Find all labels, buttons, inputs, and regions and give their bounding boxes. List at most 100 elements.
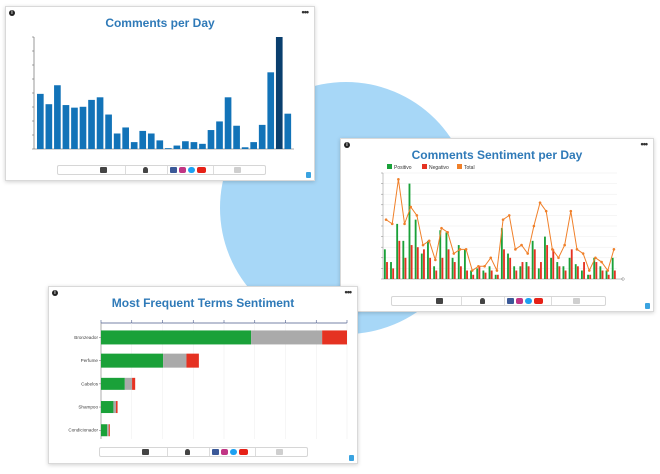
- negative-bar: [398, 240, 401, 279]
- total-point: [612, 248, 616, 251]
- info-icon[interactable]: i: [52, 290, 58, 296]
- facebook-icon[interactable]: [169, 167, 177, 173]
- negative-bar: [459, 266, 462, 279]
- total-point: [594, 256, 597, 260]
- calendar-icon[interactable]: [100, 167, 108, 173]
- info-icon[interactable]: i: [344, 142, 350, 148]
- instagram-icon[interactable]: [516, 298, 524, 304]
- positive-bar: [537, 268, 540, 279]
- positive-bar: [544, 236, 546, 279]
- positive-segment: [101, 401, 114, 414]
- info-icon[interactable]: i: [9, 10, 15, 16]
- total-point: [606, 269, 610, 272]
- positive-bar: [519, 266, 522, 279]
- toolbar-group: [166, 166, 210, 174]
- calendar-icon[interactable]: [435, 298, 443, 304]
- toolbar-separator: [124, 166, 126, 174]
- toolbar-group: [208, 448, 252, 456]
- bar: [96, 97, 104, 149]
- twitter-icon[interactable]: [187, 167, 195, 173]
- bar: [105, 114, 112, 149]
- positive-bar: [587, 274, 589, 279]
- more-options-icon[interactable]: •••: [301, 7, 310, 17]
- positive-bar: [390, 262, 392, 279]
- user-icon[interactable]: [185, 449, 191, 455]
- comments-sentiment-card: i ••• Comments Sentiment per Day Positiv…: [340, 138, 654, 312]
- negative-bar: [435, 270, 438, 279]
- bar: [88, 99, 95, 149]
- negative-bar: [527, 266, 530, 279]
- total-point: [458, 248, 462, 251]
- total-point: [520, 243, 523, 247]
- facebook-icon[interactable]: [507, 298, 515, 304]
- youtube-icon[interactable]: [534, 298, 544, 304]
- facebook-icon[interactable]: [211, 449, 219, 455]
- positive-bar: [599, 266, 602, 279]
- twitter-icon[interactable]: [229, 449, 237, 455]
- total-point: [464, 248, 468, 251]
- total-point: [489, 256, 493, 260]
- toolbar-separator: [460, 297, 462, 305]
- neutral-segment: [107, 424, 109, 437]
- positive-bar: [500, 228, 503, 279]
- negative-bar: [386, 262, 388, 279]
- bar: [45, 104, 53, 149]
- toolbar-group: [417, 297, 461, 305]
- user-icon[interactable]: [479, 298, 485, 304]
- negative-bar: [601, 270, 604, 279]
- bar: [233, 125, 240, 149]
- bar: [284, 113, 292, 149]
- table-icon[interactable]: [234, 167, 242, 173]
- negative-bar: [595, 262, 598, 279]
- bar: [207, 130, 215, 149]
- corner-badge: [349, 455, 354, 461]
- negative-bar: [515, 270, 518, 279]
- negative-bar: [410, 245, 413, 279]
- negative-segment: [108, 424, 110, 437]
- more-options-icon[interactable]: •••: [640, 139, 649, 149]
- negative-bar: [404, 257, 407, 279]
- negative-bar: [478, 266, 481, 279]
- bar: [250, 142, 257, 149]
- toolbar-group: [460, 297, 504, 305]
- positive-bar: [593, 257, 596, 279]
- positive-segment: [101, 330, 252, 345]
- table-icon[interactable]: [276, 449, 284, 455]
- youtube-icon[interactable]: [238, 449, 248, 455]
- twitter-icon[interactable]: [525, 298, 533, 304]
- total-point: [544, 209, 548, 213]
- negative-bar: [429, 257, 432, 279]
- calendar-icon[interactable]: [142, 449, 150, 455]
- positive-segment: [101, 353, 164, 368]
- terms-bar-chart: Bronzeador Perfume Cabelos Shampoo Condicion…: [68, 320, 348, 439]
- positive-bar: [383, 249, 386, 279]
- negative-bar: [564, 270, 567, 279]
- positive-bar: [439, 230, 442, 279]
- bar: [113, 133, 121, 149]
- bar: [54, 85, 61, 149]
- positive-bar: [470, 270, 472, 279]
- legend-label: Positivo: [394, 165, 412, 171]
- table-icon[interactable]: [573, 298, 581, 304]
- bar: [156, 140, 164, 149]
- category-label: Shampoo: [78, 405, 98, 410]
- instagram-icon[interactable]: [178, 167, 186, 173]
- negative-bar: [570, 249, 573, 279]
- instagram-icon[interactable]: [220, 449, 228, 455]
- more-options-icon[interactable]: •••: [344, 287, 353, 297]
- negative-bar: [540, 262, 542, 279]
- toolbar-group: [124, 448, 168, 456]
- negative-bar: [447, 249, 450, 279]
- positive-bar: [531, 240, 534, 279]
- negative-bar: [552, 249, 555, 279]
- positive-bar: [402, 240, 405, 279]
- user-icon[interactable]: [143, 167, 149, 173]
- toolbar-separator: [208, 448, 210, 456]
- negative-bar: [503, 249, 505, 279]
- corner-badge: [645, 303, 650, 309]
- card-toolbar: [57, 165, 266, 175]
- youtube-icon[interactable]: [196, 167, 206, 173]
- negative-bar: [472, 274, 475, 279]
- total-line: [385, 179, 615, 273]
- positive-bar: [550, 257, 553, 279]
